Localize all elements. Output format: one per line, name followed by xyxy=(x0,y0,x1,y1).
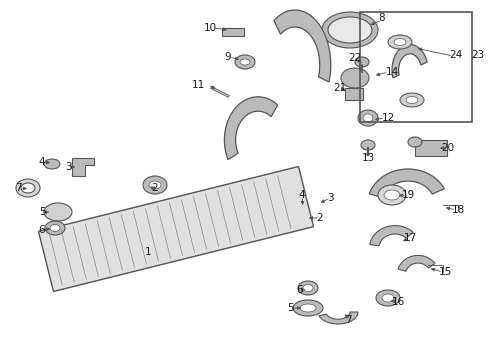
Text: 4: 4 xyxy=(39,157,45,167)
Ellipse shape xyxy=(322,12,378,48)
Text: 21: 21 xyxy=(333,83,346,93)
Text: 1: 1 xyxy=(145,247,151,257)
Text: 19: 19 xyxy=(401,190,415,200)
Polygon shape xyxy=(370,226,413,246)
Ellipse shape xyxy=(235,55,255,69)
Ellipse shape xyxy=(298,281,318,295)
Text: 12: 12 xyxy=(381,113,394,123)
Ellipse shape xyxy=(382,294,394,302)
Text: 17: 17 xyxy=(403,233,416,243)
Text: 2: 2 xyxy=(317,213,323,223)
Ellipse shape xyxy=(384,190,400,200)
Polygon shape xyxy=(319,312,358,324)
Ellipse shape xyxy=(328,17,372,43)
Ellipse shape xyxy=(408,137,422,147)
Text: 23: 23 xyxy=(471,50,485,60)
Text: 10: 10 xyxy=(203,23,217,33)
Text: 4: 4 xyxy=(299,190,305,200)
Ellipse shape xyxy=(240,59,250,65)
Text: 3: 3 xyxy=(327,193,333,203)
Text: 6: 6 xyxy=(296,285,303,295)
Bar xyxy=(345,88,363,100)
Ellipse shape xyxy=(293,300,323,316)
Ellipse shape xyxy=(394,39,406,45)
Ellipse shape xyxy=(16,179,40,197)
Text: 6: 6 xyxy=(39,225,45,235)
Ellipse shape xyxy=(378,185,406,205)
Ellipse shape xyxy=(300,304,316,312)
Ellipse shape xyxy=(45,221,65,235)
Text: 22: 22 xyxy=(348,53,362,63)
Ellipse shape xyxy=(376,290,400,306)
Ellipse shape xyxy=(149,181,161,189)
Text: 18: 18 xyxy=(451,205,465,215)
Polygon shape xyxy=(369,169,444,198)
Text: 16: 16 xyxy=(392,297,405,307)
Ellipse shape xyxy=(400,93,424,107)
Text: 11: 11 xyxy=(192,80,205,90)
Ellipse shape xyxy=(303,284,313,292)
Bar xyxy=(415,140,447,156)
Ellipse shape xyxy=(50,225,60,231)
Bar xyxy=(360,12,472,122)
Ellipse shape xyxy=(363,114,373,122)
Ellipse shape xyxy=(361,140,375,150)
Ellipse shape xyxy=(341,68,369,88)
Text: 7: 7 xyxy=(15,183,21,193)
Bar xyxy=(39,167,314,292)
Text: 5: 5 xyxy=(39,207,45,217)
Ellipse shape xyxy=(355,57,369,67)
Ellipse shape xyxy=(44,159,60,169)
Ellipse shape xyxy=(406,96,418,104)
Text: 8: 8 xyxy=(379,13,385,23)
Polygon shape xyxy=(392,45,427,78)
Polygon shape xyxy=(274,10,331,82)
Ellipse shape xyxy=(388,35,412,49)
Ellipse shape xyxy=(358,110,378,126)
Text: 3: 3 xyxy=(65,162,72,172)
Polygon shape xyxy=(398,255,435,271)
Ellipse shape xyxy=(21,183,35,193)
Text: 14: 14 xyxy=(385,67,399,77)
Ellipse shape xyxy=(143,176,167,194)
Text: 13: 13 xyxy=(362,153,375,163)
Bar xyxy=(222,28,244,36)
Ellipse shape xyxy=(44,203,72,221)
Polygon shape xyxy=(72,158,94,176)
Text: 9: 9 xyxy=(225,52,231,62)
Polygon shape xyxy=(224,97,278,159)
Text: 7: 7 xyxy=(344,315,351,325)
Text: 15: 15 xyxy=(439,267,452,277)
Text: 5: 5 xyxy=(287,303,294,313)
Text: 20: 20 xyxy=(441,143,455,153)
Text: 24: 24 xyxy=(449,50,463,60)
Text: 2: 2 xyxy=(152,183,158,193)
